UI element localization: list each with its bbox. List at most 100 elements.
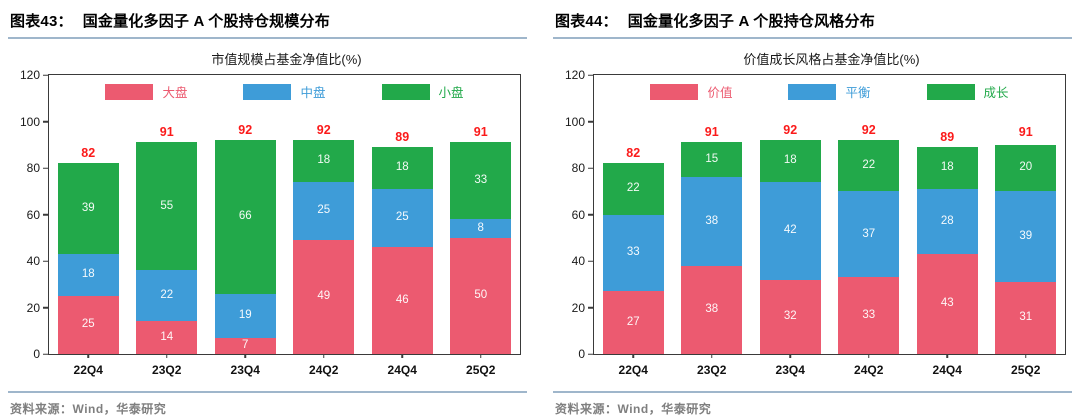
figure-title: 国金量化多因子 A 个股持仓风格分布 xyxy=(627,13,875,30)
bar-segment: 7 xyxy=(214,337,276,354)
bar-segment: 22 xyxy=(838,140,900,192)
legend-label: 成长 xyxy=(983,86,1009,100)
segment-value-label: 15 xyxy=(705,153,719,166)
figure-panel-44: 图表44： 国金量化多因子 A 个股持仓风格分布 价值成长风格占基金净值比(%) … xyxy=(553,6,1072,417)
x-tick-mark xyxy=(710,354,713,358)
stacked-bar: 14 22 55 xyxy=(136,142,198,354)
y-tick-label: 40 xyxy=(571,254,585,268)
total-label: 82 xyxy=(81,145,96,160)
x-tick-mark xyxy=(1024,354,1027,358)
segment-value-label: 18 xyxy=(395,161,409,174)
segment-value-label: 49 xyxy=(317,290,331,303)
legend-item: 成长 xyxy=(926,82,1009,101)
x-tick-mark xyxy=(632,354,634,358)
figure-number: 图表44： xyxy=(555,13,618,30)
x-tick-mark xyxy=(244,354,246,358)
legend-item: 中盘 xyxy=(243,82,326,101)
bar-segment: 20 xyxy=(995,144,1057,192)
legend-label: 中盘 xyxy=(300,86,326,100)
figure-number: 图表43： xyxy=(10,13,73,30)
x-tick-mark xyxy=(322,354,325,358)
total-label: 82 xyxy=(626,145,641,160)
total-label: 89 xyxy=(395,129,410,144)
bar-segment: 49 xyxy=(293,240,355,354)
stacked-bar: 33 37 22 xyxy=(838,140,900,354)
total-label: 91 xyxy=(704,124,719,139)
legend-swatch xyxy=(788,83,837,100)
y-tick-mark xyxy=(42,213,48,216)
chart-title: 价值成长风格占基金净值比(%) xyxy=(743,52,920,67)
segment-value-label: 18 xyxy=(940,161,954,174)
bar-segment: 18 xyxy=(293,140,355,182)
bar-segment: 37 xyxy=(838,191,900,278)
total-label: 92 xyxy=(861,122,876,137)
x-tick-label: 25Q2 xyxy=(1011,363,1041,377)
y-tick-label: 80 xyxy=(26,161,40,175)
x-tick-label: 23Q4 xyxy=(775,363,805,377)
legend-item: 价值 xyxy=(650,82,732,101)
segment-value-label: 25 xyxy=(317,204,331,217)
stacked-bar: 7 19 66 xyxy=(214,140,276,354)
segment-value-label: 25 xyxy=(395,211,409,224)
legend-item: 平衡 xyxy=(788,82,871,101)
total-label: 91 xyxy=(473,124,488,139)
bar-segment: 8 xyxy=(450,219,512,238)
y-tick-mark xyxy=(587,306,593,309)
x-tick-mark xyxy=(479,354,482,358)
segment-value-label: 22 xyxy=(160,289,174,302)
stacked-bar: 43 28 18 xyxy=(916,147,978,354)
y-tick-mark xyxy=(587,260,593,262)
segment-value-label: 22 xyxy=(626,182,640,195)
stacked-bar-chart: 价值 平衡 成长 0 20 40 60 80 100 120 27 33 22 82 22Q4 38 38 15 9… xyxy=(565,69,1066,377)
bar-segment: 55 xyxy=(136,142,198,271)
bar-segment: 18 xyxy=(916,147,978,189)
segment-value-label: 46 xyxy=(395,293,409,306)
legend-label: 小盘 xyxy=(438,86,464,100)
bar-segment: 22 xyxy=(602,163,664,215)
stacked-bar-chart: 大盘 中盘 小盘 0 20 40 60 80 100 120 25 18 39 82 22Q4 14 22 55 9… xyxy=(20,69,521,377)
x-tick-label: 25Q2 xyxy=(466,363,496,377)
x-tick-mark xyxy=(867,354,870,358)
bar-segment: 33 xyxy=(602,214,664,292)
stacked-bar: 31 39 20 xyxy=(995,142,1057,354)
figure-title: 国金量化多因子 A 个股持仓规模分布 xyxy=(82,13,330,30)
segment-value-label: 25 xyxy=(81,318,95,331)
segment-value-label: 28 xyxy=(940,214,954,227)
y-tick-label: 0 xyxy=(578,347,585,361)
bar-slot: 33 37 22 92 24Q2 xyxy=(830,75,908,377)
segment-value-label: 20 xyxy=(1019,161,1033,174)
stacked-bar: 50 8 33 xyxy=(450,142,512,354)
legend-item: 大盘 xyxy=(105,82,187,101)
bar-slot: 38 38 15 91 23Q2 xyxy=(672,75,750,377)
legend-item: 小盘 xyxy=(381,82,464,101)
segment-value-label: 22 xyxy=(862,158,876,171)
stacked-bar: 49 25 18 xyxy=(293,140,355,354)
bar-slot: 46 25 18 89 24Q4 xyxy=(363,75,441,377)
segment-value-label: 39 xyxy=(1019,229,1033,242)
y-tick-mark xyxy=(587,213,593,216)
y-tick-label: 20 xyxy=(26,300,40,315)
bar-segment: 32 xyxy=(759,279,821,354)
y-tick-mark xyxy=(42,167,48,169)
bar-segment: 46 xyxy=(371,247,433,354)
x-tick-label: 23Q4 xyxy=(230,363,260,377)
x-tick-mark xyxy=(165,354,168,358)
bar-segment: 50 xyxy=(450,237,512,354)
y-tick-mark xyxy=(587,353,593,355)
bar-segment: 18 xyxy=(57,254,119,296)
total-label: 92 xyxy=(783,122,798,137)
segment-value-label: 18 xyxy=(783,154,797,167)
bar-segment: 42 xyxy=(759,181,821,280)
bar-segment: 25 xyxy=(57,295,119,354)
segment-value-label: 42 xyxy=(783,224,797,237)
bar-segment: 25 xyxy=(293,181,355,241)
segment-value-label: 37 xyxy=(862,227,876,240)
stacked-bar: 32 42 18 xyxy=(759,140,821,354)
bar-segment: 38 xyxy=(681,265,743,354)
bar-segment: 66 xyxy=(214,140,276,294)
chart-title: 市值规模占基金净值比(%) xyxy=(211,52,362,67)
source-note: 资料来源：Wind，华泰研究 xyxy=(555,402,712,416)
segment-value-label: 38 xyxy=(705,214,719,227)
bar-segment: 25 xyxy=(371,188,433,248)
